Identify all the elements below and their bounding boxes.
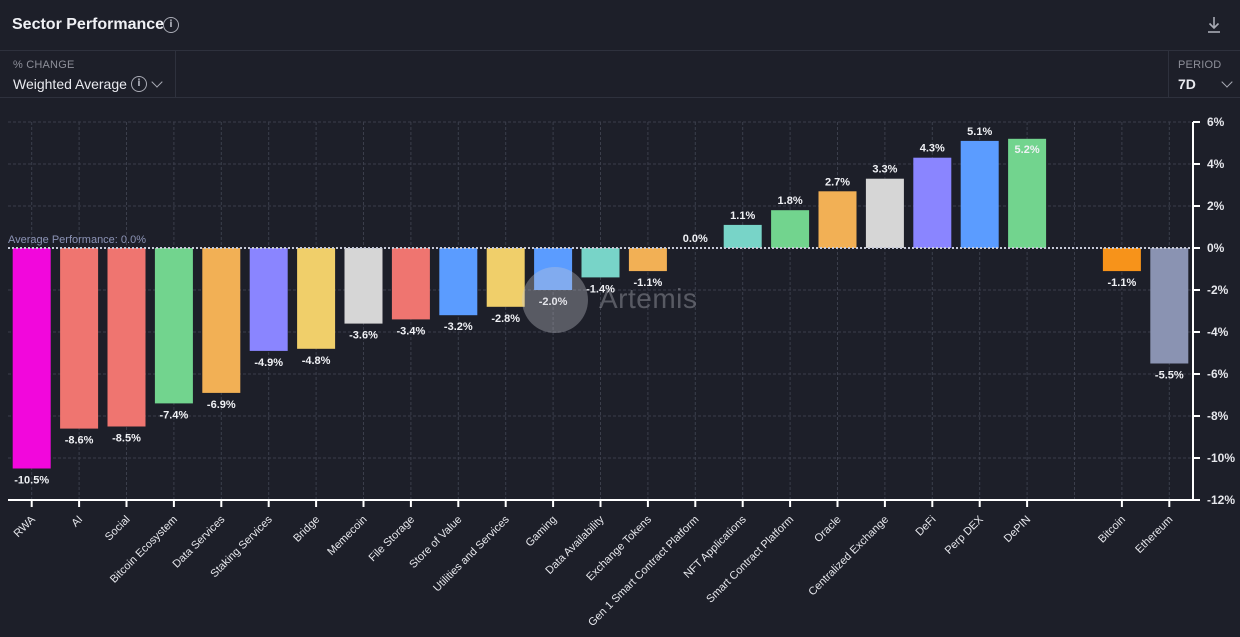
y-tick-label: -6% (1207, 367, 1229, 381)
data-label: -3.2% (444, 321, 473, 333)
data-label: -7.4% (160, 409, 189, 421)
info-icon[interactable]: i (131, 76, 147, 92)
bar[interactable] (297, 248, 336, 349)
y-tick-label: 6% (1207, 115, 1225, 129)
data-label: 4.3% (920, 143, 945, 155)
bar[interactable] (534, 248, 573, 290)
x-tick-label: Perp DEX (943, 513, 987, 557)
watermark-text: Artemis (599, 283, 698, 314)
bar[interactable] (1102, 248, 1141, 272)
bar-chart: Average Performance: 0.0% -10.5% -8.6% -8.… (8, 115, 1235, 629)
data-label: -4.8% (302, 355, 331, 367)
average-label: Average Performance: 0.0% (8, 234, 146, 246)
y-tick-label: 4% (1207, 157, 1225, 171)
bar[interactable] (344, 248, 383, 324)
data-label: 3.3% (872, 164, 897, 176)
x-tick-label: AI (69, 514, 85, 530)
period-selector[interactable]: PERIOD 7D (1168, 51, 1240, 97)
x-tick-label: Oracle (812, 514, 843, 545)
x-tick-label: Social (103, 514, 133, 544)
change-selector[interactable]: % CHANGE Weighted Average i (0, 51, 176, 97)
x-tick-label: File Storage (367, 514, 417, 564)
bar[interactable] (818, 191, 857, 248)
data-label: 2.7% (825, 176, 850, 188)
data-label: -3.6% (349, 330, 378, 342)
data-label: 1.8% (778, 195, 803, 207)
download-icon[interactable] (1206, 16, 1222, 34)
data-label: 1.1% (730, 210, 755, 222)
bar[interactable] (1008, 138, 1047, 248)
y-tick-label: 0% (1207, 241, 1225, 255)
y-tick-label: -2% (1207, 283, 1229, 297)
y-tick-label: -4% (1207, 325, 1229, 339)
chart-controls: % CHANGE Weighted Average i PERIOD 7D (0, 51, 1240, 98)
data-label: -4.9% (254, 357, 283, 369)
x-tick-label: Ethereum (1133, 514, 1175, 556)
data-label: 5.2% (1015, 144, 1040, 156)
data-label: -1.4% (586, 283, 615, 295)
period-label: PERIOD (1178, 59, 1222, 71)
bar[interactable] (439, 248, 478, 316)
bar[interactable] (12, 248, 51, 469)
bar[interactable] (202, 248, 241, 393)
data-label: -5.5% (1155, 370, 1184, 382)
bar[interactable] (107, 248, 146, 427)
x-tick-label: Bitcoin (1096, 514, 1128, 546)
bar[interactable] (60, 248, 99, 429)
bar[interactable] (391, 248, 430, 320)
x-tick-label: RWA (12, 513, 39, 540)
page-title: Sector Performance (12, 16, 165, 33)
bars (12, 138, 1189, 469)
y-tick-label: 2% (1207, 199, 1225, 213)
chevron-down-icon[interactable] (151, 76, 163, 88)
bar[interactable] (723, 224, 762, 248)
x-tick-label: Centralized Exchange (806, 514, 891, 599)
data-label: 0.0% (683, 233, 708, 245)
bar[interactable] (960, 140, 999, 248)
y-axis: 6% 4% 2% 0% -2% -4% -6% -8% -10% -12% (1192, 115, 1235, 507)
y-tick-label: -8% (1207, 409, 1229, 423)
data-label: -1.1% (634, 277, 663, 289)
x-tick-label: DeFi (914, 514, 939, 539)
x-tick-label: Bridge (291, 514, 322, 545)
chart-header: Sector Performance i (0, 0, 1240, 51)
y-tick-label: -12% (1207, 493, 1235, 507)
change-label: % CHANGE (13, 59, 75, 71)
bar-labels: -10.5% -8.6% -8.5% -7.4% -6.9% -4.9% -4.8% -3.6… (14, 126, 1184, 487)
x-tick-label: Gaming (523, 514, 559, 550)
bar[interactable] (249, 248, 288, 351)
reference-line: Average Performance: 0.0% (8, 234, 1193, 249)
bar[interactable] (154, 248, 193, 404)
bar[interactable] (771, 210, 810, 248)
bar[interactable] (865, 178, 904, 248)
change-value[interactable]: Weighted Average (13, 76, 127, 92)
bar[interactable] (628, 248, 667, 272)
info-icon[interactable]: i (163, 17, 179, 33)
bar[interactable] (486, 248, 525, 307)
bar[interactable] (1150, 248, 1189, 364)
data-label: -8.6% (65, 435, 94, 447)
data-label: -10.5% (14, 475, 49, 487)
data-label: 5.1% (967, 126, 992, 138)
data-label: -8.5% (112, 433, 141, 445)
bar[interactable] (581, 248, 620, 278)
data-label: -6.9% (207, 399, 236, 411)
data-label: -2.8% (491, 313, 520, 325)
x-tick-label: DePIN (1002, 514, 1033, 545)
y-tick-label: -10% (1207, 451, 1235, 465)
data-label: -2.0% (539, 296, 568, 308)
x-tick-label: Smart Contract Platform (704, 514, 796, 606)
chevron-down-icon[interactable] (1221, 76, 1233, 88)
period-value[interactable]: 7D (1178, 76, 1196, 92)
artemis-logo-icon (522, 267, 588, 333)
data-label: -1.1% (1108, 277, 1137, 289)
data-label: -3.4% (397, 325, 426, 337)
x-tick-label: Memecoin (325, 514, 369, 558)
bar[interactable] (913, 157, 952, 248)
